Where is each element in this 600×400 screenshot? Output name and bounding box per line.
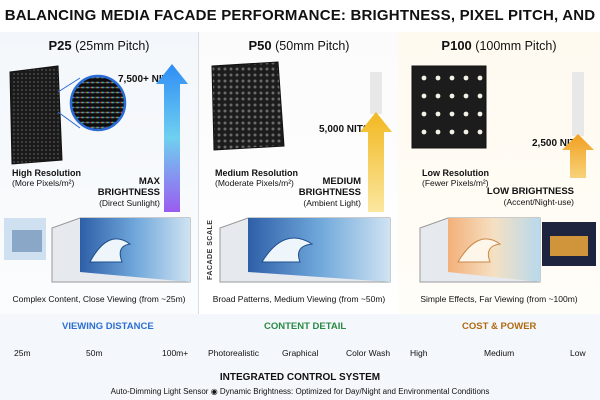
panel-code: P100 — [441, 38, 472, 53]
control-system-title: INTEGRATED CONTROL SYSTEM — [219, 372, 381, 383]
viewing-caption: Complex Content, Close Viewing (from ~25… — [12, 294, 186, 304]
tick-low: Low — [570, 348, 586, 358]
building-p100 — [419, 217, 596, 283]
tick-25m: 25m — [14, 348, 31, 358]
led-module-p50 — [211, 61, 285, 151]
resolution-label: High Resolution (More Pixels/m²) — [12, 168, 81, 188]
brightness-arrow-p50 — [360, 72, 392, 212]
nits-label: 2,500 NITS — [532, 138, 583, 149]
panel-pitch: (25mm Pitch) — [75, 39, 150, 53]
tick-medium: Medium — [484, 348, 515, 358]
brightness-label: MEDIUM BRIGHTNESS (Ambient Light) — [298, 176, 361, 209]
panel-code: P25 — [48, 38, 72, 53]
viewing-caption: Simple Effects, Far Viewing (from ~100m) — [420, 294, 578, 304]
control-system-row: Auto-Dimming Light Sensor ◉ Dynamic Brig… — [0, 387, 600, 396]
tick-color-wash: Color Wash — [346, 348, 391, 358]
brightness-arrow-p100 — [562, 72, 594, 178]
nits-label: 7,500+ NITS — [118, 74, 175, 85]
brightness-arrow-p25 — [156, 64, 188, 212]
resolution-label: Low Resolution (Fewer Pixels/m²) — [422, 168, 489, 188]
panel-pitch: (100mm Pitch) — [475, 39, 557, 53]
viewing-distance-label: VIEWING DISTANCE — [62, 321, 154, 332]
light-sensor-label: Auto-Dimming Light Sensor — [110, 387, 209, 396]
sensor-icon: ◉ — [210, 387, 218, 396]
panel-title: P100 (100mm Pitch) — [398, 38, 600, 53]
brightness-label: LOW BRIGHTNESS (Accent/Night-use) — [486, 186, 574, 208]
panel-title: P25 (25mm Pitch) — [0, 38, 198, 53]
axes-section: VIEWING DISTANCE CONTENT DETAIL COST & P… — [0, 314, 600, 400]
panel-pitch: (50mm Pitch) — [275, 39, 350, 53]
content-detail-label: CONTENT DETAIL — [264, 321, 347, 332]
tick-100m: 100m+ — [162, 348, 189, 358]
brightness-label: MAX BRIGHTNESS (Direct Sunlight) — [97, 176, 160, 209]
viewing-caption: Broad Patterns, Medium Viewing (from ~50… — [212, 294, 386, 304]
dynamic-brightness-label: Dynamic Brightness: Optimized for Day/Ni… — [219, 387, 490, 396]
building-p50 — [219, 217, 391, 283]
resolution-label: Medium Resolution (Moderate Pixels/m²) — [215, 168, 298, 188]
tick-graphical: Graphical — [282, 348, 319, 358]
tick-high: High — [410, 348, 428, 358]
panel-title: P50 (50mm Pitch) — [199, 38, 399, 53]
led-module-p25 — [9, 65, 127, 165]
panel-code: P50 — [248, 38, 272, 53]
tick-photorealistic: Photorealistic — [208, 348, 260, 358]
building-p25 — [4, 217, 191, 283]
nits-label: 5,000 NITS — [319, 124, 370, 135]
cost-power-label: COST & POWER — [462, 321, 537, 332]
tick-50m: 50m — [86, 348, 103, 358]
led-module-p100 — [411, 65, 487, 149]
